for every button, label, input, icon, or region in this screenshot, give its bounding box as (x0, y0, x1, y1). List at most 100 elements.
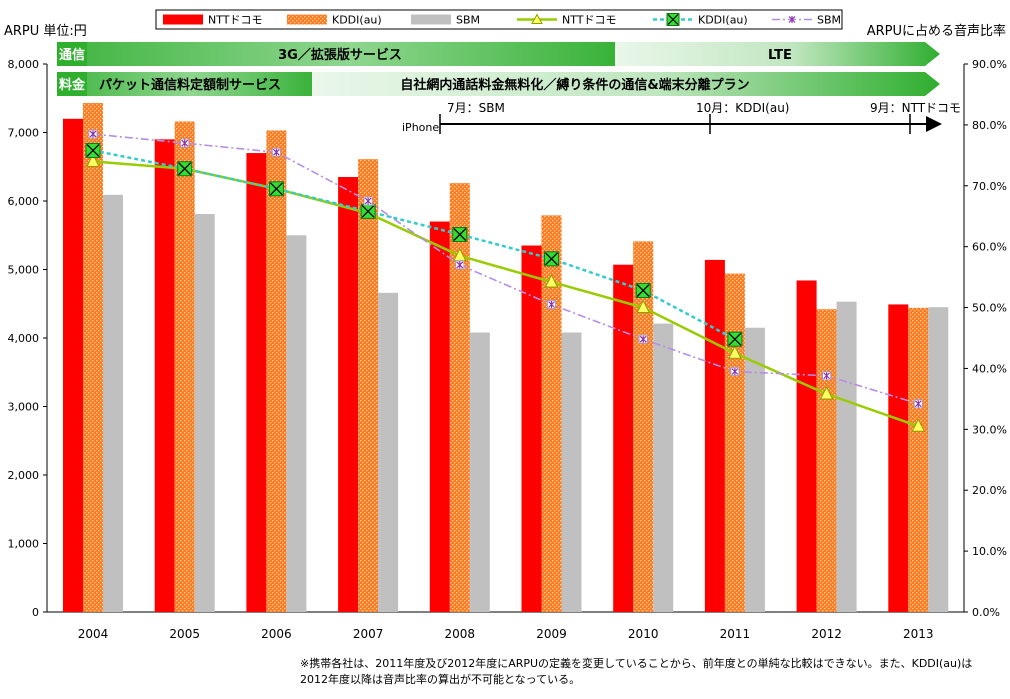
bar-sbm (653, 323, 674, 612)
left-tick-label: 1,000 (8, 538, 40, 551)
line-kddi (92, 149, 736, 341)
bar-docomo (338, 177, 359, 612)
left-tick-label: 6,000 (8, 195, 40, 208)
band-row2-label: 料金 (59, 77, 86, 93)
band-free-call (312, 72, 940, 96)
legend-marker-cross (667, 14, 679, 25)
x-tick-label: 2009 (536, 627, 567, 641)
left-tick-label: 0 (32, 606, 39, 619)
bar-kddi (266, 130, 287, 612)
band-3g (57, 42, 645, 66)
band-3g-text: 3G／拡張版サービス (278, 47, 402, 63)
right-tick-label: 80.0% (972, 119, 1007, 132)
legend-swatch (287, 14, 327, 25)
right-tick-label: 90.0% (972, 58, 1007, 71)
legend-label: NTTドコモ (208, 14, 262, 27)
bar-sbm (378, 292, 399, 612)
marker-kddi-cross (453, 228, 467, 241)
bar-kddi (816, 309, 837, 612)
marker-docomo (636, 299, 651, 314)
marker-sbm-star (272, 148, 280, 156)
marker-sbm-star (823, 372, 831, 380)
band-lte-text: LTE (768, 48, 792, 63)
marker-kddi-cross (545, 252, 558, 266)
bar-kddi (633, 241, 654, 613)
x-tick-label: 2011 (720, 627, 751, 641)
band-packet-flat (57, 72, 327, 96)
marker-sbm-star (548, 301, 555, 309)
marker-kddi-cross (361, 204, 375, 218)
band-packet-text: パケット通信料定額制サービス (99, 77, 281, 93)
legend: NTTドコモ KDDI(au) SBM NTTドコモ KDDI(au) SBM (155, 9, 843, 30)
left-tick-label: 8,000 (8, 58, 40, 71)
x-tick-label: 2008 (445, 627, 476, 641)
bar-sbm (194, 214, 215, 612)
marker-sbm-star (89, 130, 97, 138)
bar-kddi (541, 215, 562, 612)
legend-label: KDDI(au) (332, 14, 382, 27)
marker-kddi-cross (636, 284, 650, 297)
x-tick-label: 2004 (78, 627, 109, 641)
x-tick-label: 2010 (628, 627, 659, 641)
marker-kddi-cross (269, 182, 283, 196)
marker-sbm-star (639, 335, 647, 343)
marker-docomo (86, 153, 100, 167)
band-label-box-1 (57, 42, 87, 66)
marker-sbm-star (181, 139, 189, 147)
marker-docomo (728, 345, 742, 359)
marker-kddi-cross (178, 162, 192, 176)
bar-kddi (83, 103, 103, 613)
marker-sbm-star (456, 261, 464, 269)
left-tick-label: 2,000 (8, 469, 40, 482)
left-tick-label: 3,000 (8, 401, 40, 414)
service-bands: 通信 料金 3G／拡張版サービス LTE パケット通信料定額制サービス 自社網内… (57, 42, 940, 96)
right-tick-label: 30.0% (972, 423, 1007, 436)
bar-sbm (103, 194, 123, 612)
iphone-event-docomo: 9月：NTTドコモ (870, 101, 961, 115)
bar-docomo (796, 280, 817, 612)
legend-marker (531, 13, 543, 24)
bar-docomo (63, 118, 83, 613)
right-ticks: 0.0% 10.0% 20.0% 30.0% 40.0% 50.0% 60.0% 70.0% 8… (964, 58, 1007, 619)
x-tick-labels: 2004 2005 2006 2007 2008 2009 2010 2011 2012 2013 (78, 627, 934, 641)
bar-docomo (888, 304, 909, 612)
right-tick-label: 40.0% (972, 362, 1007, 375)
bar-kddi (358, 159, 379, 612)
bar-sbm (836, 301, 857, 612)
right-tick-label: 50.0% (972, 302, 1007, 315)
legend-label: SBM (456, 14, 480, 27)
left-ticks: 0 1,000 2,000 3,000 4,000 5,000 6,000 7,000 8,00… (8, 58, 47, 619)
bar-kddi (908, 307, 929, 612)
bar-docomo (246, 153, 267, 613)
x-tick-label: 2012 (811, 627, 842, 641)
marker-docomo (544, 273, 559, 288)
x-tick-label: 2006 (261, 627, 292, 641)
footnote: ※携帯各社は、2011年度及び2012年度にARPUの定義を変更していることから… (300, 657, 973, 686)
legend-label: NTTドコモ (562, 14, 616, 27)
bar-kddi (449, 183, 470, 612)
line-sbm (92, 133, 919, 405)
marker-kddi-cross (728, 332, 742, 346)
lines (85, 129, 926, 432)
iphone-label: iPhone (402, 121, 439, 134)
right-axis-title: ARPUに占める音声比率 (866, 24, 1006, 39)
bar-sbm (561, 332, 582, 612)
right-tick-label: 10.0% (972, 545, 1007, 558)
x-tick-label: 2005 (169, 627, 200, 641)
line-docomo (92, 160, 919, 428)
bar-docomo (704, 259, 725, 612)
bar-kddi (174, 121, 195, 612)
bar-docomo (154, 139, 175, 612)
iphone-timeline: iPhone 7月：SBM 10月：KDDI(au) 9月：NTTドコモ (402, 101, 961, 134)
right-tick-label: 70.0% (972, 180, 1007, 193)
bar-docomo (613, 264, 634, 612)
right-tick-label: 60.0% (972, 241, 1007, 254)
marker-sbm-star (731, 367, 739, 375)
legend-swatch (411, 14, 451, 25)
bar-sbm (286, 235, 307, 612)
bar-docomo (429, 221, 450, 613)
legend-label: SBM (817, 14, 841, 27)
band-free-call-text: 自社網内通話料金無料化／縛り条件の通信&端末分離プラン (400, 77, 749, 93)
bar-sbm (744, 327, 765, 612)
bar-sbm (469, 332, 490, 612)
